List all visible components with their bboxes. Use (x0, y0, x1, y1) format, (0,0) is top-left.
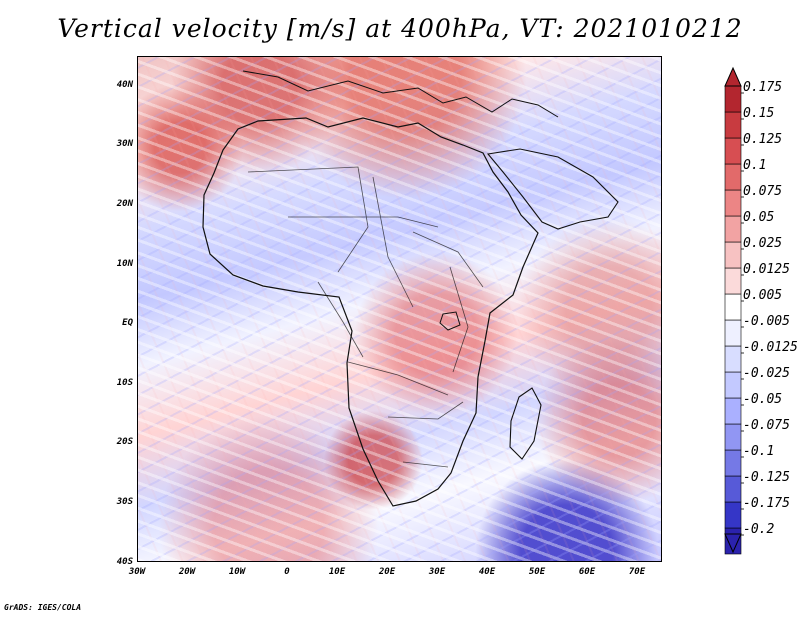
latitude-label: 20N (116, 199, 133, 209)
colorbar-label: -0.1 (743, 444, 775, 459)
lake-victoria-outline (439, 311, 461, 331)
arabian-peninsula-coastline (486, 148, 619, 230)
colorbar-label: 0.05 (743, 210, 775, 225)
latitude-label: 10N (116, 259, 133, 269)
colorbar-label: 0.005 (743, 288, 783, 303)
longitude-label: 0 (284, 567, 290, 577)
longitude-label: 10E (328, 567, 346, 577)
country-borders (247, 166, 484, 468)
colorbar-segment (724, 85, 742, 113)
latitude-label: 30N (116, 139, 133, 149)
colorbar-label: -0.05 (743, 392, 783, 407)
latitude-label: 20S (116, 437, 133, 447)
colorbar-segment (724, 241, 742, 269)
longitude-label: 60E (578, 567, 596, 577)
colorbar-label: 0.0125 (743, 262, 790, 277)
colorbar-segment (724, 345, 742, 373)
colorbar-bottom-cap (724, 533, 742, 554)
colorbar-segment (724, 371, 742, 399)
colorbar-segment (724, 163, 742, 191)
colorbar-label: -0.125 (743, 470, 790, 485)
colorbar-label: -0.2 (743, 522, 775, 537)
longitude-label: 20W (178, 567, 196, 577)
velocity-texture-overlay (138, 57, 661, 561)
colorbar-label: 0.175 (743, 80, 783, 95)
longitude-label: 10W (228, 567, 246, 577)
latitude-label: 40S (116, 557, 133, 567)
latitude-label: 30S (116, 497, 133, 507)
colorbar-segment (724, 475, 742, 503)
colorbar-top-cap (724, 66, 742, 87)
grads-credit: GrADS: IGES/COLA (4, 603, 82, 612)
colorbar-label: 0.15 (743, 106, 775, 121)
map-title: Vertical velocity [m/s] at 400hPa, VT: 2… (57, 14, 743, 43)
colorbar-label: 0.025 (743, 236, 783, 251)
africa-coastline (202, 117, 539, 507)
colorbar-label: 0.125 (743, 132, 783, 147)
latitude-label: 10S (116, 378, 133, 388)
colorbar-segment (724, 501, 742, 529)
longitude-label: 20E (378, 567, 396, 577)
longitude-label: 50E (528, 567, 546, 577)
latitude-label: EQ (122, 318, 133, 328)
colorbar-label: -0.025 (743, 366, 790, 381)
colorbar-segment (724, 319, 742, 347)
colorbar-segment (724, 397, 742, 425)
colorbar-label: 0.075 (743, 184, 783, 199)
colorbar-label: -0.0125 (743, 340, 798, 355)
latitude-label: 40N (116, 80, 133, 90)
velocity-colorbar (724, 66, 744, 555)
colorbar-segment (724, 267, 742, 295)
madagascar-coastline (509, 387, 542, 460)
longitude-label: 30E (428, 567, 446, 577)
longitude-label: 70E (628, 567, 646, 577)
colorbar-segment (724, 423, 742, 451)
colorbar-label: -0.175 (743, 496, 790, 511)
colorbar-segment (724, 449, 742, 477)
colorbar-segment (724, 189, 742, 217)
vertical-velocity-map (137, 56, 662, 562)
longitude-label: 40E (478, 567, 496, 577)
colorbar-segment (724, 111, 742, 139)
colorbar-segment (724, 137, 742, 165)
colorbar-segment (724, 293, 742, 321)
colorbar-segment (724, 215, 742, 243)
colorbar-label: -0.075 (743, 418, 790, 433)
europe-coastline (242, 70, 559, 118)
longitude-label: 30W (128, 567, 146, 577)
colorbar-label: -0.005 (743, 314, 790, 329)
africa-coastline-map (202, 70, 619, 507)
colorbar-label: 0.1 (743, 158, 767, 173)
